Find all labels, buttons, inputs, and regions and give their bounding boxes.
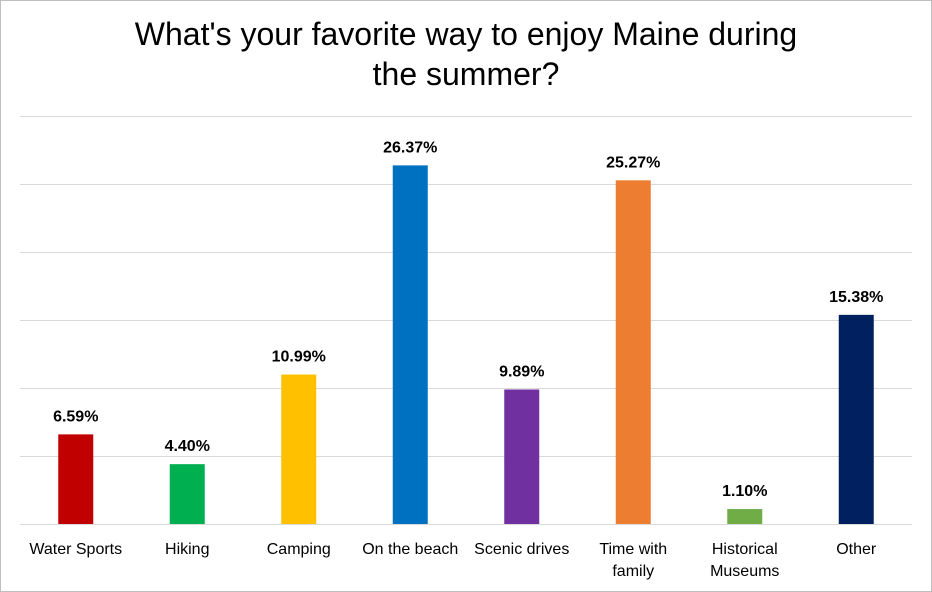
bar [281, 374, 317, 524]
category-label: Water Sports [29, 541, 122, 558]
data-label: 25.27% [606, 154, 660, 171]
bar [504, 389, 540, 524]
bar [169, 464, 205, 524]
data-label: 10.99% [272, 349, 326, 366]
data-label: 6.59% [53, 408, 98, 425]
category-label: Camping [267, 541, 331, 558]
gridlines [20, 116, 912, 525]
data-label: 1.10% [722, 483, 767, 500]
data-label: 26.37% [383, 139, 437, 156]
category-label: Other [836, 541, 877, 558]
bar [727, 509, 763, 524]
bar [838, 314, 874, 524]
category-label: Scenic drives [474, 541, 569, 558]
category-label: On the beach [362, 541, 458, 558]
chart-title-line-1: What's your favorite way to enjoy Maine … [134, 16, 798, 52]
data-label: 15.38% [829, 289, 883, 306]
bar [615, 180, 651, 524]
category-label: Historical Museums [710, 541, 779, 580]
category-label: Time with family [599, 541, 667, 580]
chart-title: What's your favorite way to enjoy Maine … [0, 14, 932, 94]
chart-title-line-2: the summer? [372, 56, 560, 92]
bar [392, 165, 428, 525]
bar [58, 434, 94, 524]
category-label: Hiking [165, 541, 209, 558]
category-labels: Water Sports Hiking Camping On the beach Sce… [29, 541, 877, 580]
data-label: 4.40% [165, 438, 210, 455]
data-label: 9.89% [499, 363, 544, 380]
data-labels: 6.59% 4.40% 10.99% 26.37% 9.89% 25.27% 1.10% 15… [53, 139, 883, 500]
bars [58, 165, 874, 525]
